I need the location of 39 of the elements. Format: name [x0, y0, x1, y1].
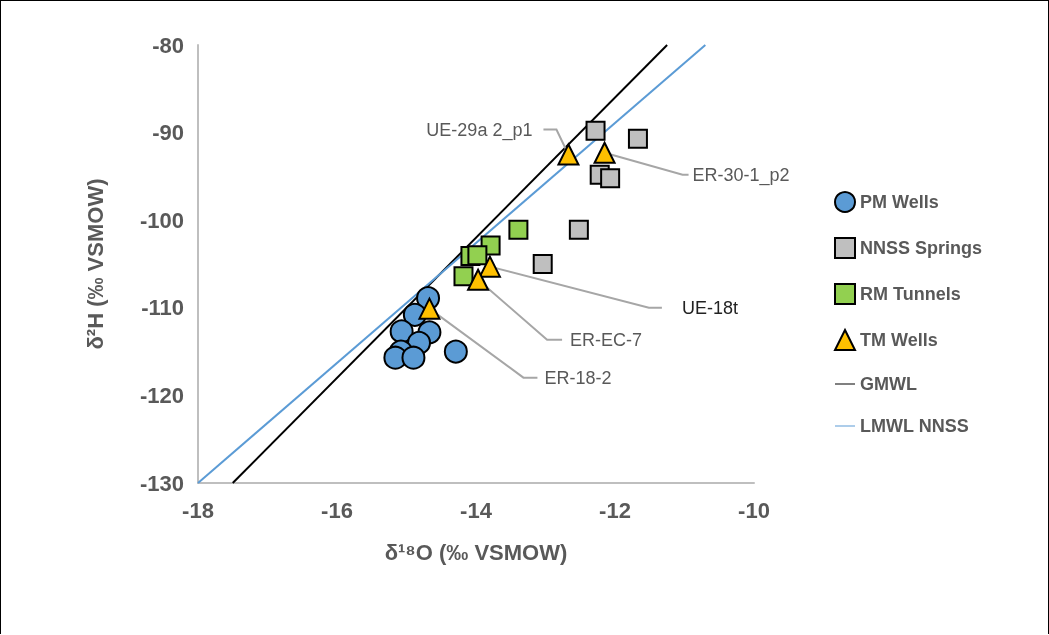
point: [593, 141, 616, 164]
legend-label: LMWL NNSS: [860, 416, 969, 436]
y-tick-label: -80: [152, 32, 184, 58]
annotation: ER-EC-7: [570, 329, 643, 350]
point: [585, 120, 606, 141]
y-tick-label: -100: [139, 207, 184, 233]
point: [467, 245, 488, 266]
point: [532, 254, 553, 274]
annotation: UE-18t: [681, 297, 738, 318]
legend-label: TM Wells: [860, 330, 938, 350]
x-axis-title: δ¹⁸O (‰ VSMOW): [384, 539, 568, 565]
annotation: ER-18-2: [544, 367, 612, 388]
x-tick-label: -12: [599, 497, 631, 523]
legend-label: PM Wells: [860, 192, 939, 212]
y-tick-label: -90: [152, 120, 184, 146]
point: [627, 128, 648, 149]
y-axis-title: δ²H (‰ VSMOW): [82, 178, 108, 350]
point: [443, 339, 468, 364]
x-tick-label: -14: [460, 497, 493, 523]
point: [557, 143, 580, 166]
point: [401, 345, 426, 370]
x-tick-label: -18: [182, 497, 214, 523]
y-tick-label: -110: [141, 295, 184, 321]
point: [418, 297, 441, 320]
annotation: ER-30-1_p2: [692, 164, 790, 186]
x-tick-label: -16: [321, 497, 353, 523]
legend-label: NNSS Springs: [860, 238, 983, 258]
point: [467, 268, 490, 291]
point: [478, 255, 501, 278]
legend-label: RM Tunnels: [860, 284, 961, 304]
y-tick-label: -120: [139, 382, 184, 408]
annotation: UE-29a 2_p1: [426, 119, 533, 141]
legend-label: GMWL: [860, 374, 917, 394]
y-tick-label: -130: [139, 470, 184, 496]
x-tick-label: -10: [738, 497, 770, 523]
point: [600, 168, 621, 189]
point: [453, 266, 474, 287]
point: [508, 219, 529, 240]
point: [568, 219, 589, 240]
